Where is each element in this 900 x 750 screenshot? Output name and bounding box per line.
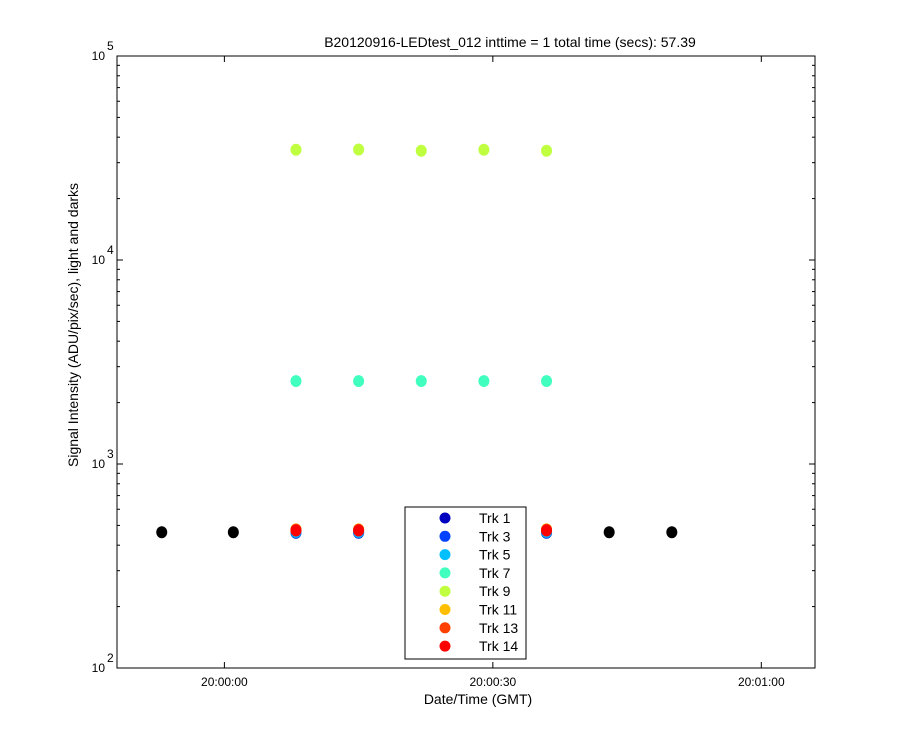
- legend-items: Trk 1 Trk 3 Trk 5 Trk 7 Trk 9 Trk 11 Trk 13 Trk…: [439, 510, 518, 654]
- x-axis-label: Date/Time (GMT): [424, 691, 532, 707]
- data-point: [290, 143, 302, 156]
- data-point: [227, 526, 239, 539]
- y-tick-label-base: 10: [92, 661, 106, 675]
- legend-marker: [439, 512, 451, 524]
- legend-marker: [439, 622, 451, 634]
- legend-marker: [439, 567, 451, 579]
- legend-box: [404, 506, 527, 660]
- data-point: [541, 144, 553, 157]
- data-point: [603, 526, 615, 539]
- data-point: [541, 524, 553, 537]
- data-point: [290, 524, 302, 537]
- legend-marker: [439, 585, 451, 597]
- series-trk-9: [290, 143, 553, 157]
- data-point: [290, 375, 302, 388]
- y-tick-label-base: 10: [92, 49, 106, 63]
- data-point: [541, 375, 553, 388]
- legend: Trk 1 Trk 3 Trk 5 Trk 7 Trk 9 Trk 11 Trk 13 Trk…: [404, 506, 527, 660]
- x-ticks: 20:00:00 20:00:30 20:01:00: [201, 56, 785, 689]
- legend-label: Trk 1: [479, 510, 511, 526]
- series-unlabeled-8: [156, 526, 678, 539]
- y-minor-ticks: [117, 64, 815, 608]
- y-tick-label-base: 10: [92, 457, 106, 471]
- y-tick-label-exponent: 4: [107, 243, 114, 257]
- x-tick-label: 20:00:30: [469, 675, 516, 689]
- legend-label: Trk 7: [479, 565, 511, 581]
- data-point: [353, 143, 365, 156]
- data-point: [666, 526, 678, 539]
- y-axis-label: Signal Intensity (ADU/pix/sec), light an…: [65, 183, 81, 467]
- data-point: [478, 375, 490, 388]
- data-point: [478, 143, 490, 156]
- data-point: [156, 526, 168, 539]
- legend-label: Trk 3: [479, 528, 511, 544]
- legend-label: Trk 11: [479, 602, 517, 618]
- y-tick-label-exponent: 5: [107, 39, 114, 53]
- y-tick-label-exponent: 2: [107, 651, 114, 665]
- legend-marker: [439, 530, 451, 542]
- data-point: [353, 524, 365, 537]
- legend-label: Trk 13: [479, 620, 518, 636]
- legend-marker: [439, 604, 451, 615]
- legend-marker: [439, 640, 451, 652]
- legend-label: Trk 5: [479, 547, 511, 563]
- data-point: [415, 375, 427, 388]
- legend-label: Trk 14: [479, 638, 518, 654]
- legend-marker: [439, 549, 451, 561]
- chart-title: B20120916-LEDtest_012 inttime = 1 total …: [324, 34, 696, 50]
- data-point: [415, 144, 427, 157]
- series-trk-7: [290, 375, 553, 388]
- x-tick-label: 20:00:00: [201, 675, 248, 689]
- data-point: [353, 375, 365, 388]
- legend-label: Trk 9: [479, 583, 511, 599]
- y-tick-label-exponent: 3: [107, 447, 114, 461]
- x-tick-label: 20:01:00: [738, 675, 785, 689]
- y-tick-label-base: 10: [92, 253, 106, 267]
